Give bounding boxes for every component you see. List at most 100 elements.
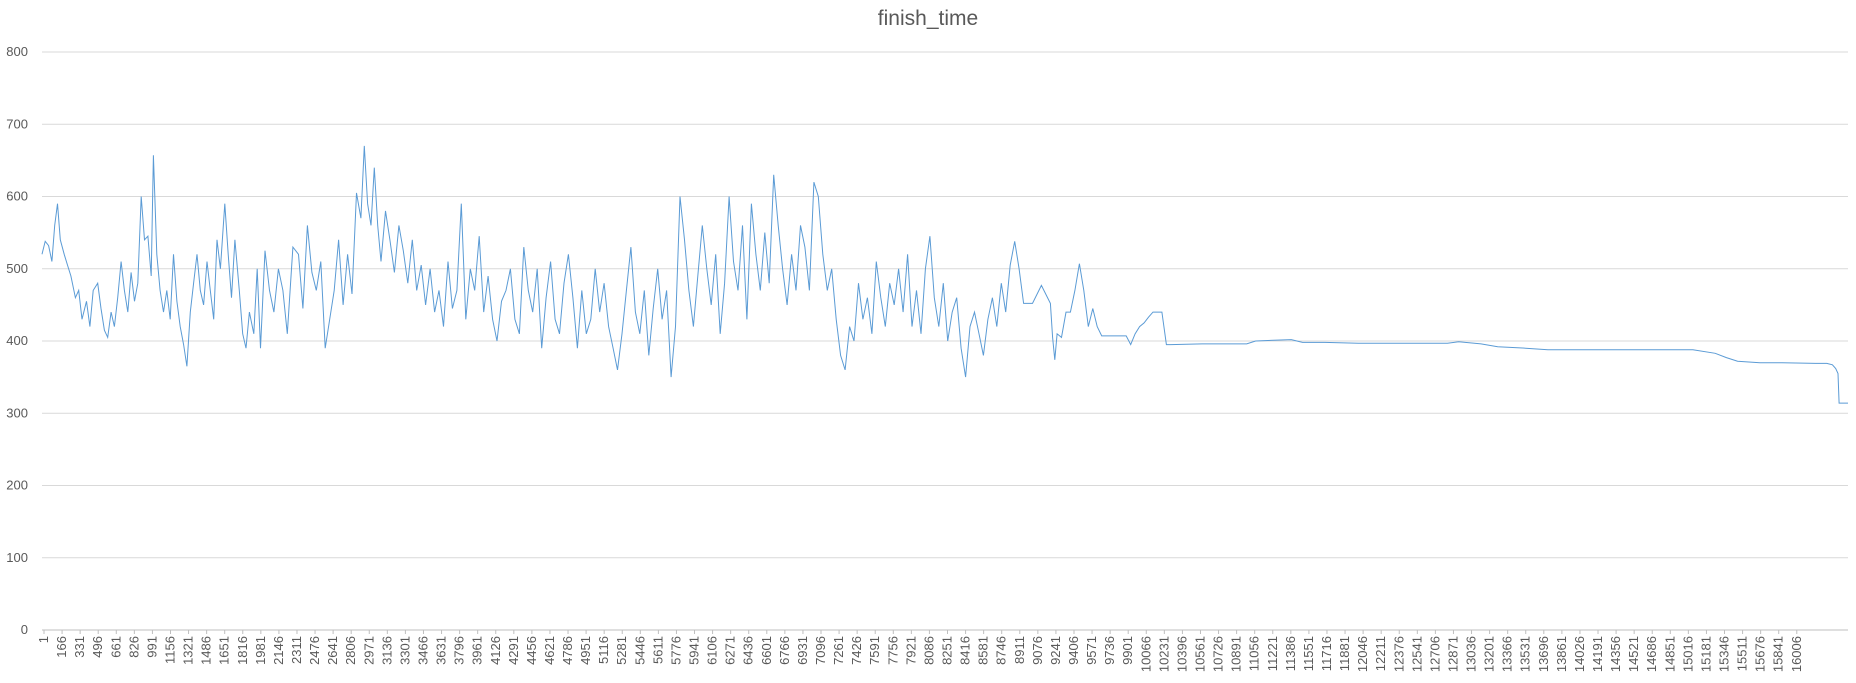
x-tick-label: 1321 — [181, 636, 196, 665]
x-tick-label: 1651 — [217, 636, 232, 665]
x-tick-label: 5776 — [668, 636, 683, 665]
x-tick-label: 11386 — [1283, 636, 1298, 671]
x-tick-label: 16006 — [1789, 636, 1804, 672]
x-tick-label: 15511 — [1735, 636, 1750, 671]
x-tick-label: 13531 — [1518, 636, 1533, 672]
x-tick-label: 4786 — [560, 636, 575, 665]
x-tick-label: 10231 — [1156, 636, 1171, 672]
y-tick-label: 600 — [6, 189, 28, 204]
x-tick-label: 2806 — [343, 636, 358, 665]
series-line-finish-time — [41, 145, 1848, 404]
x-tick-label: 9901 — [1120, 636, 1135, 665]
x-tick-label: 14191 — [1590, 636, 1605, 672]
x-tick-label: 7756 — [885, 636, 900, 665]
x-tick-label: 9241 — [1048, 636, 1063, 665]
x-tick-label: 8746 — [994, 636, 1009, 665]
x-tick-label: 6271 — [723, 636, 738, 665]
x-tick-label: 7261 — [831, 636, 846, 665]
x-tick-label: 10561 — [1192, 636, 1207, 672]
x-tick-label: 3961 — [470, 636, 485, 665]
gridlines — [42, 51, 1848, 631]
x-tick-label: 5116 — [596, 636, 611, 664]
x-tick-label: 1816 — [235, 636, 250, 665]
x-tick-label: 3796 — [452, 636, 467, 665]
x-tick-label: 15676 — [1753, 636, 1768, 672]
x-tick-label: 11881 — [1337, 636, 1352, 671]
x-tick-label: 6436 — [741, 636, 756, 665]
x-tick-label: 991 — [144, 636, 159, 658]
x-tick-label: 3301 — [397, 636, 412, 665]
x-tick-label: 6601 — [759, 636, 774, 665]
x-tick-label: 15346 — [1717, 636, 1732, 672]
x-tick-label: 6766 — [777, 636, 792, 665]
x-tick-label: 4456 — [524, 636, 539, 665]
y-tick-label: 700 — [6, 116, 28, 131]
x-tick-label: 5941 — [687, 636, 702, 665]
x-tick-label: 1156 — [162, 636, 177, 664]
x-tick-label: 10726 — [1211, 636, 1226, 672]
x-tick-label: 10891 — [1229, 636, 1244, 672]
x-tick-label: 5281 — [614, 636, 629, 665]
x-tick-label: 10396 — [1174, 636, 1189, 672]
y-tick-label: 100 — [6, 550, 28, 565]
x-tick-label: 9571 — [1084, 636, 1099, 665]
x-tick-label: 331 — [72, 636, 87, 658]
x-tick-label: 11056 — [1247, 636, 1262, 671]
x-tick-label: 661 — [108, 636, 123, 658]
y-tick-label: 400 — [6, 333, 28, 348]
x-tick-label: 12871 — [1445, 636, 1460, 672]
x-tick-label: 3466 — [415, 636, 430, 665]
x-tick-label: 7921 — [903, 636, 918, 665]
x-tick-label: 11551 — [1301, 636, 1316, 671]
x-tick-label: 2641 — [325, 636, 340, 665]
y-tick-label: 200 — [6, 478, 28, 493]
y-tick-label: 800 — [6, 44, 28, 59]
x-tick-label: 7591 — [867, 636, 882, 665]
x-tick-label: 13861 — [1554, 636, 1569, 672]
series-layer — [41, 145, 1848, 404]
x-tick-label: 5446 — [632, 636, 647, 665]
x-tick-label: 8086 — [921, 636, 936, 665]
x-tick-label: 4951 — [578, 636, 593, 665]
x-tick-label: 13036 — [1464, 636, 1479, 672]
x-tick-label: 8251 — [940, 636, 955, 665]
x-tick-label: 1981 — [253, 636, 268, 665]
x-tick-label: 9736 — [1102, 636, 1117, 665]
x-tick-label: 15181 — [1698, 636, 1713, 672]
x-tick-label: 14851 — [1662, 636, 1677, 672]
x-tick-label: 496 — [90, 636, 105, 658]
x-tick-label: 10066 — [1138, 636, 1153, 672]
x-tick-label: 15841 — [1771, 636, 1786, 672]
y-tick-label: 0 — [21, 622, 28, 637]
x-tick-label: 11716 — [1319, 636, 1334, 671]
x-tick-label: 7096 — [813, 636, 828, 665]
x-tick-label: 14026 — [1572, 636, 1587, 672]
x-tick-label: 8416 — [958, 636, 973, 665]
y-axis-ticks: 0 100 200 300 400 500 600 700 800 — [6, 44, 28, 637]
y-tick-label: 300 — [6, 405, 28, 420]
x-axis-ticks: 1 166 331 496 661 826 991 1156 1321 1486 1651 1816 1… — [36, 630, 1804, 672]
x-tick-label: 4126 — [488, 636, 503, 665]
x-tick-label: 8581 — [976, 636, 991, 665]
x-tick-label: 15016 — [1680, 636, 1695, 672]
x-tick-label: 9406 — [1066, 636, 1081, 665]
x-tick-label: 14521 — [1626, 636, 1641, 672]
x-tick-label: 6931 — [795, 636, 810, 665]
x-tick-label: 5611 — [650, 636, 665, 664]
x-tick-label: 12376 — [1391, 636, 1406, 672]
y-tick-label: 500 — [6, 261, 28, 276]
x-tick-label: 826 — [126, 636, 141, 658]
x-tick-label: 2971 — [361, 636, 376, 665]
x-tick-label: 6106 — [705, 636, 720, 665]
x-tick-label: 4621 — [542, 636, 557, 665]
x-tick-label: 12541 — [1409, 636, 1424, 672]
x-tick-label: 11221 — [1265, 636, 1280, 671]
x-tick-label: 12046 — [1355, 636, 1370, 672]
x-tick-label: 14686 — [1644, 636, 1659, 672]
x-tick-label: 2146 — [271, 636, 286, 665]
x-tick-label: 12706 — [1427, 636, 1442, 672]
x-tick-label: 2476 — [307, 636, 322, 665]
x-tick-label: 14356 — [1608, 636, 1623, 672]
x-tick-label: 8911 — [1012, 636, 1027, 664]
